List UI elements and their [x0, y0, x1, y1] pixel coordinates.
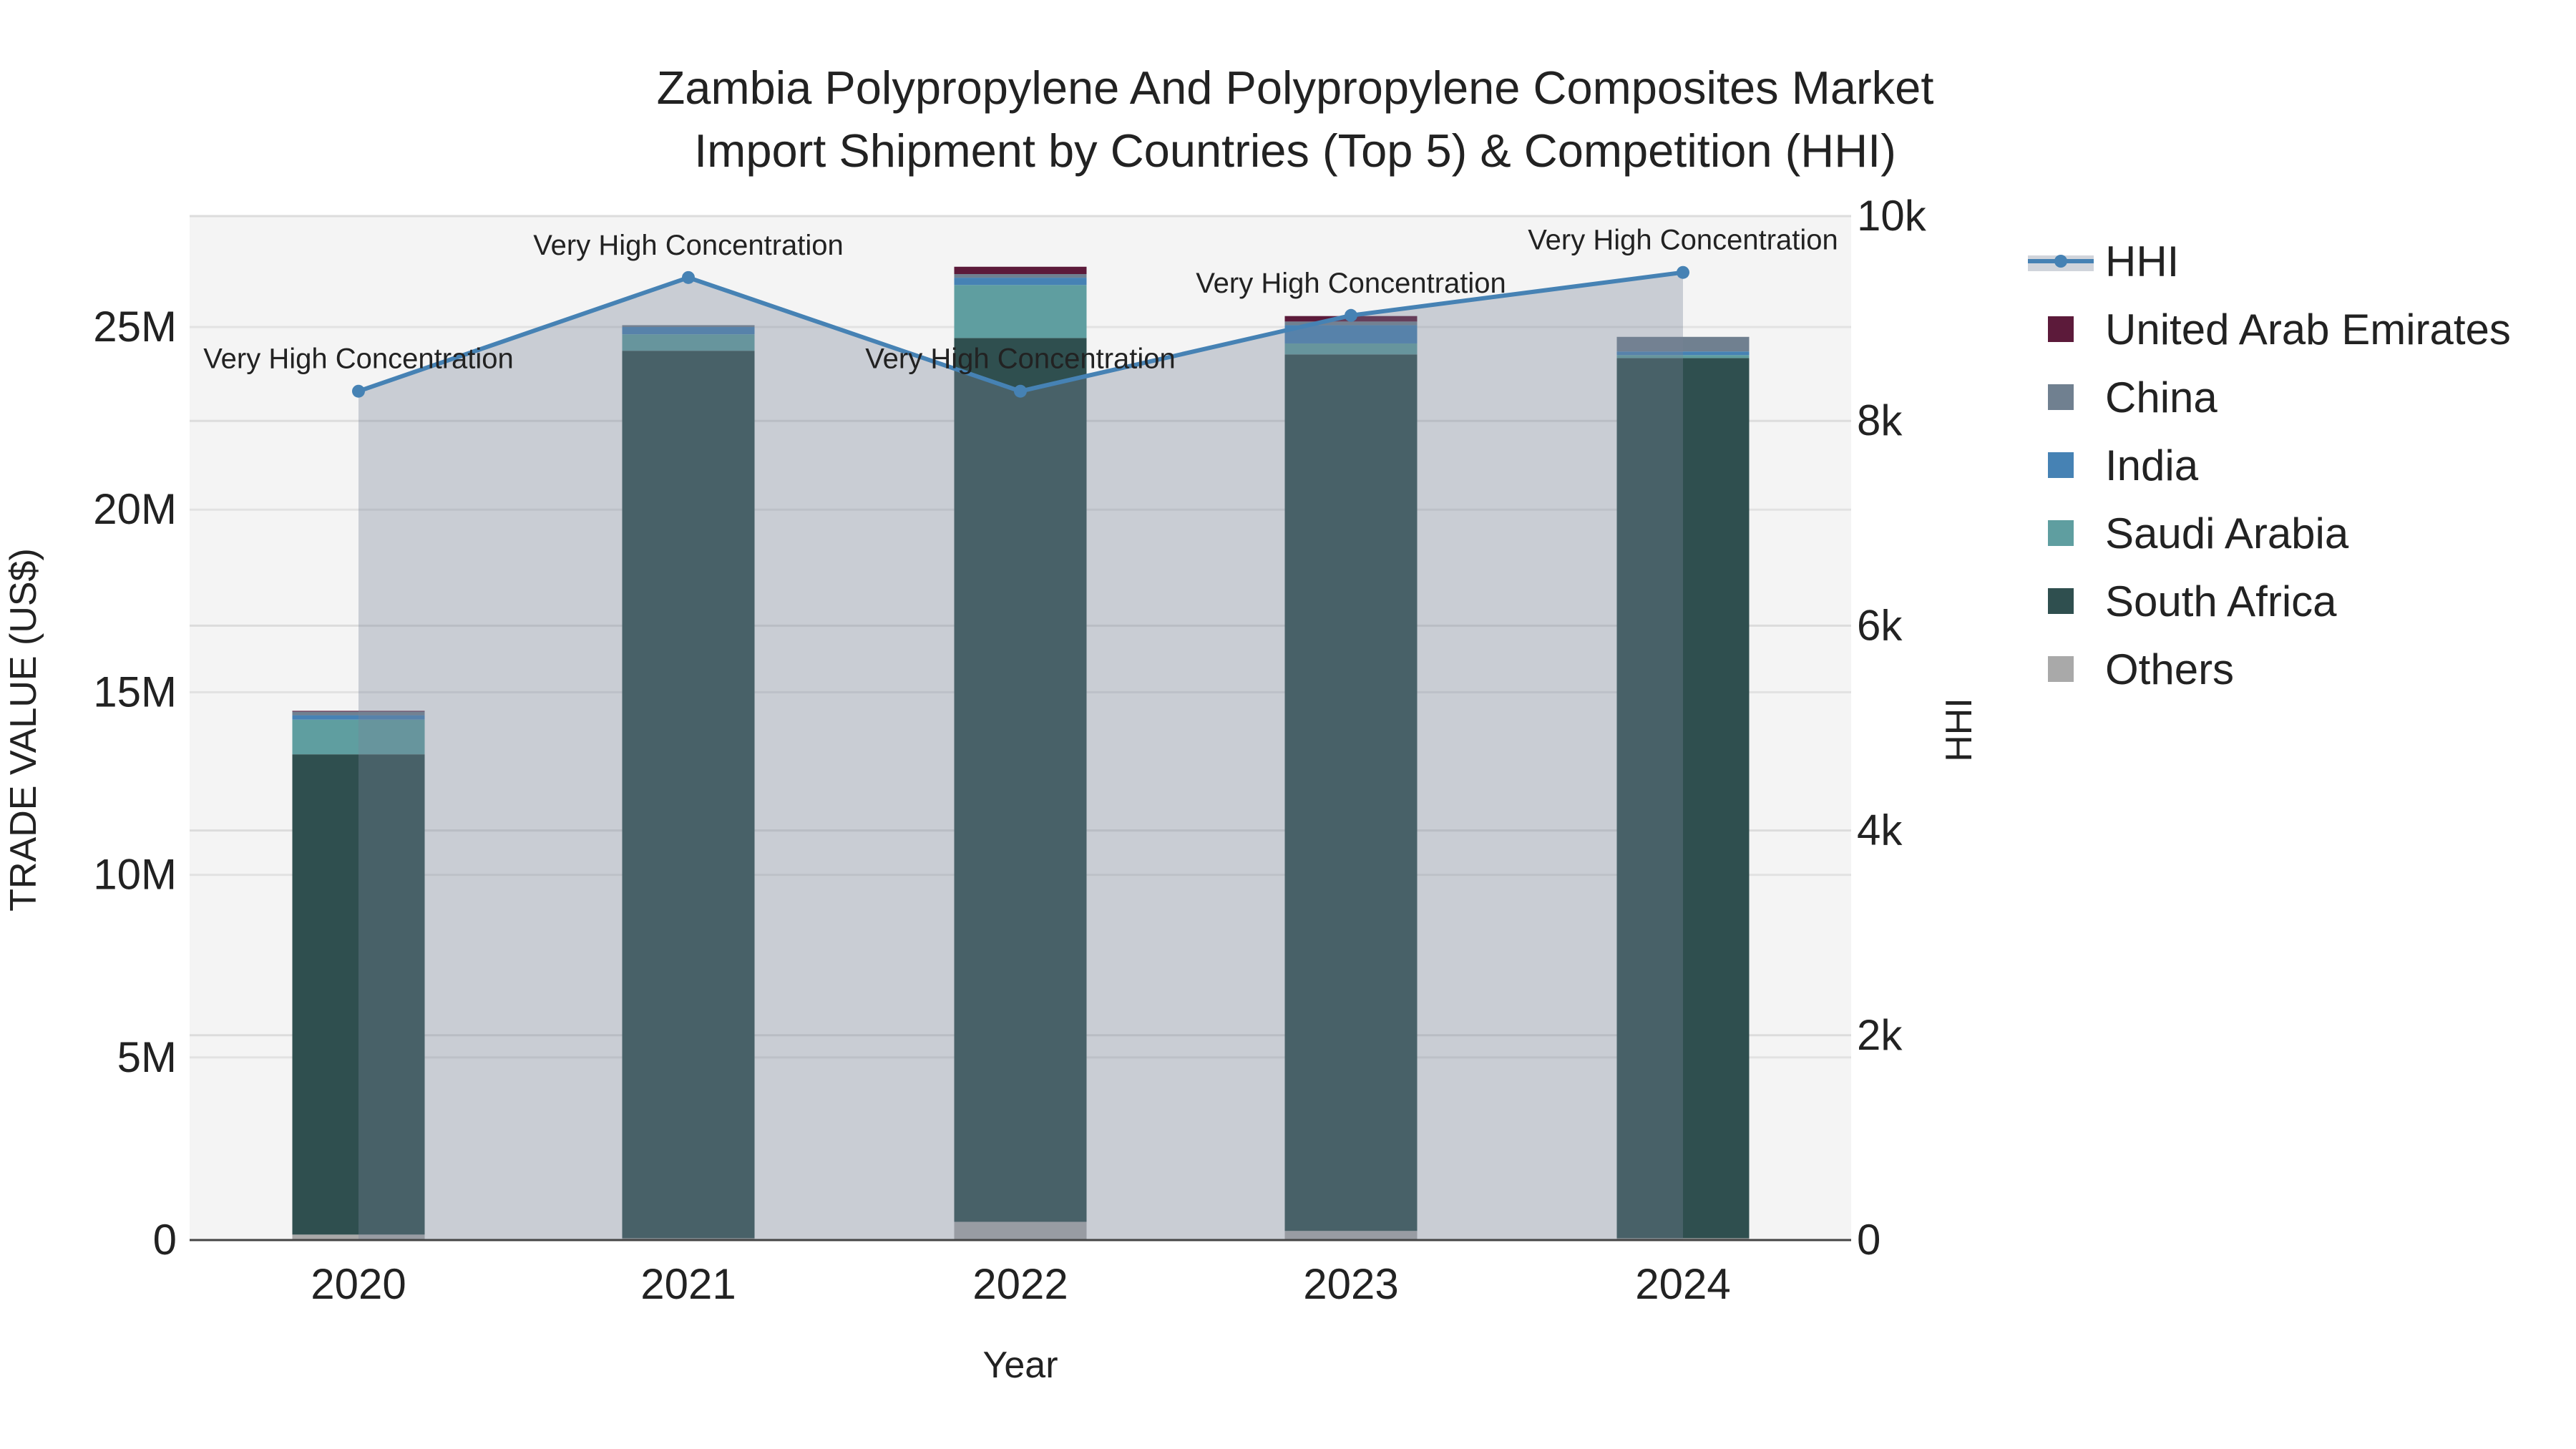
y2-tick-label: 2k: [1857, 1011, 1903, 1059]
legend-label: South Africa: [2105, 577, 2337, 625]
bar-saudi-arabia: [622, 334, 755, 351]
legend-swatch: [2048, 520, 2074, 546]
legend-label: Others: [2105, 645, 2234, 693]
bar-china: [1616, 336, 1750, 352]
y2-tick-label: 6k: [1857, 601, 1903, 649]
y-tick-label: 20M: [93, 485, 177, 533]
x-axis-title: Year: [982, 1345, 1058, 1386]
hhi-area-fill: [358, 272, 1683, 1241]
y2-tick-label: 8k: [1857, 396, 1903, 444]
chart-title-line2: Import Shipment by Countries (Top 5) & C…: [694, 125, 1896, 177]
legend-label: United Arab Emirates: [2105, 306, 2511, 353]
legend-label: Saudi Arabia: [2105, 509, 2349, 557]
bar-india: [954, 278, 1087, 286]
hhi-area: [358, 272, 1683, 1241]
bar-saudi-arabia: [954, 285, 1087, 338]
legend-swatch: [2048, 656, 2074, 682]
y2-tick-label: 10k: [1857, 192, 1927, 240]
legend-swatch: [2048, 384, 2074, 410]
bar-china: [954, 273, 1087, 278]
hhi-point: [1345, 308, 1357, 322]
bar-others: [954, 1221, 1087, 1240]
y2-axis-title: HHI: [1938, 698, 1980, 762]
legend-label: China: [2105, 374, 2218, 421]
y-tick-label: 10M: [93, 851, 177, 899]
bar-south-africa: [622, 351, 755, 1239]
bar-saudi-arabia: [1284, 343, 1418, 355]
bar-south-africa: [954, 338, 1087, 1222]
legend: HHI United Arab Emirates China India Saudi A…: [2028, 238, 2511, 693]
y2-tick-label: 4k: [1857, 806, 1903, 854]
bar-saudi-arabia: [1616, 355, 1750, 358]
bar-china: [622, 325, 755, 327]
hhi-point: [1014, 384, 1027, 398]
x-tick-label: 2022: [972, 1260, 1068, 1308]
y-axis-title: TRADE VALUE (US$): [3, 548, 44, 912]
legend-swatch: [2048, 588, 2074, 614]
y-tick-label: 5M: [117, 1033, 177, 1081]
legend-swatch: [2048, 316, 2074, 342]
bars: [292, 266, 1750, 1240]
bar-united-arab-emirates: [954, 266, 1087, 274]
hhi-annotation: Very High Concentration: [533, 230, 844, 261]
bar-china: [1284, 321, 1418, 326]
axes: 0 5M 10M 15M 20M 25M 0 2k 4k 6k 8k 10k 2020 2021 2022 2…: [93, 192, 1926, 1308]
bar-others: [292, 1234, 425, 1240]
x-tick-label: 2024: [1635, 1260, 1730, 1308]
hhi-annotation: Very High Concentration: [865, 343, 1176, 375]
x-tick-label: 2021: [640, 1260, 736, 1308]
x-tick-label: 2020: [311, 1260, 406, 1308]
bar-india: [1284, 325, 1418, 343]
hhi-point: [1677, 265, 1689, 279]
y-tick-label: 15M: [93, 668, 177, 716]
legend-label: India: [2105, 441, 2199, 489]
x-tick-label: 2023: [1303, 1260, 1398, 1308]
bar-india: [292, 715, 425, 720]
hhi-annotation: Very High Concentration: [1196, 268, 1506, 299]
legend-label: HHI: [2105, 238, 2179, 286]
hhi-point: [682, 270, 695, 284]
chart-title-line1: Zambia Polypropylene And Polypropylene C…: [657, 62, 1934, 114]
bar-china: [292, 711, 425, 716]
y-tick-label: 25M: [93, 303, 177, 351]
bar-south-africa: [292, 754, 425, 1235]
hhi-point: [352, 384, 365, 398]
bar-saudi-arabia: [292, 719, 425, 755]
legend-swatch: [2048, 452, 2074, 478]
hhi-annotation: Very High Concentration: [203, 343, 514, 375]
bar-others: [1284, 1231, 1418, 1240]
bar-south-africa: [1616, 358, 1750, 1239]
hhi-line: Very High Concentration Very High Concent…: [203, 225, 1838, 398]
bar-india: [622, 327, 755, 335]
y2-tick-label: 0: [1857, 1216, 1880, 1264]
y-tick-label: 0: [153, 1216, 177, 1264]
bar-india: [1616, 351, 1750, 356]
legend-hhi-marker: [2054, 255, 2067, 268]
hhi-annotation: Very High Concentration: [1528, 225, 1838, 256]
bar-south-africa: [1284, 354, 1418, 1231]
